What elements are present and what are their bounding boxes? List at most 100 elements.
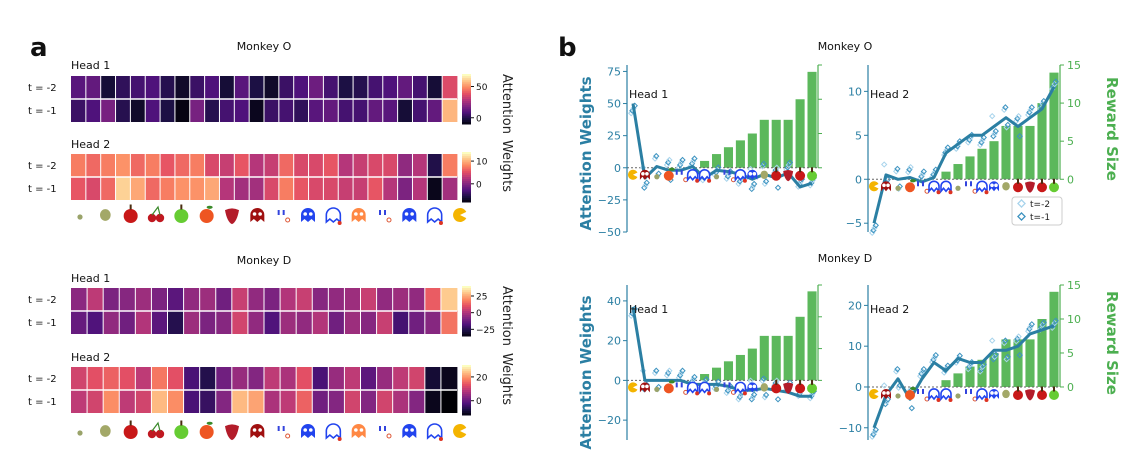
left-tick-label: 25 [607, 130, 621, 143]
green-apple-icon [811, 167, 814, 173]
heatmap-cell [135, 311, 152, 334]
heatmap-cell [145, 177, 161, 200]
colorbar-segment [462, 298, 471, 302]
scatter-point [1027, 106, 1034, 114]
scatter-point [760, 375, 767, 382]
apple-icon [1017, 178, 1019, 184]
colorbar-segment [462, 156, 471, 159]
scatter-point [774, 184, 782, 191]
peach-icon [668, 380, 675, 384]
apple-icon [1041, 386, 1043, 392]
left-tick-label: −50 [598, 226, 621, 239]
right-axis-title: Reward Size [1103, 77, 1121, 181]
colorbar-segment [462, 302, 471, 306]
blue-ghost-icon [301, 424, 315, 438]
scatter-point [691, 373, 698, 381]
heatmap-cell [424, 367, 442, 390]
heatmap-cell [442, 154, 458, 177]
heatmap-cell [392, 367, 410, 390]
heatmap-cell [204, 177, 220, 200]
panel-b-label: b [558, 33, 577, 63]
colorbar-segment [462, 379, 471, 383]
pellets-icon [386, 217, 392, 223]
scatter-point [1026, 109, 1033, 116]
pellets-icon [282, 426, 285, 431]
scatter-point [1027, 323, 1034, 330]
reward-bar [759, 119, 769, 168]
heatmap-cell [215, 311, 233, 334]
reward-bar [711, 154, 722, 168]
reward-bar [965, 156, 975, 180]
dark-ghost-icon [641, 384, 645, 389]
apple-icon [1017, 386, 1019, 392]
legend-marker-t1 [1017, 212, 1026, 221]
scatter-point [977, 368, 984, 375]
scatter-point [1052, 78, 1059, 85]
heatmap-cell [280, 288, 297, 311]
line-head-label: Head 2 [870, 303, 909, 316]
colorbar-segment [462, 179, 471, 182]
scatter-point [688, 160, 696, 167]
strawberry-icon [1025, 181, 1035, 193]
scatter-point [1039, 321, 1046, 329]
dark-ghost-icon [258, 428, 262, 432]
blue-ghost-outline-icon [337, 437, 342, 441]
pacman-icon [869, 388, 879, 399]
heatmap-cell [308, 154, 324, 177]
blue-ghost-icon [301, 208, 315, 222]
blue-ghost-outline-icon [976, 180, 988, 194]
scatter-point [663, 161, 671, 169]
scatter-point [627, 110, 635, 117]
scatter-point [1028, 104, 1035, 111]
scatter-point [653, 152, 660, 160]
scatter-point [1013, 337, 1020, 345]
colorbar-segment [462, 199, 471, 203]
scatter-point [1013, 117, 1020, 125]
scatter-point [678, 159, 685, 166]
heatmap-cell [440, 288, 458, 311]
scatter-point [747, 377, 754, 384]
heatmap-cell [264, 99, 280, 122]
colorbar-segment [462, 369, 471, 372]
heatmap-cell [189, 76, 206, 99]
heatmap-cell [71, 154, 87, 177]
heatmap-cell [71, 311, 88, 334]
colorbar-segment [462, 317, 471, 320]
heatmap-cell [408, 311, 426, 334]
heatmap-cell [367, 76, 384, 99]
legend: t=-2 t=-1 [1011, 196, 1063, 226]
dark-ghost-icon [258, 212, 262, 216]
blue-ghost-outline-icon [734, 169, 747, 182]
heatmap-cell [440, 311, 458, 334]
blue-ghost-icon [402, 208, 417, 222]
scatter-point [1015, 112, 1022, 120]
heatmap-cell [312, 288, 329, 311]
colorbar-segment [462, 158, 471, 161]
pellets-icon [282, 210, 285, 215]
apple-icon [771, 170, 782, 181]
heatmap-cell [328, 288, 345, 311]
heatmap-cell [382, 154, 399, 177]
heatmap-cell [392, 390, 410, 413]
scatter-point [895, 384, 902, 391]
heatmap-cell [234, 76, 250, 99]
bean-icon [760, 383, 769, 392]
peach-icon [905, 182, 915, 193]
blue-ghost-icon [990, 391, 994, 395]
heatmap-cell [293, 154, 309, 177]
apple-icon [129, 420, 132, 426]
colorbar-segment [462, 193, 471, 197]
right-tick-label: 0 [1067, 173, 1074, 186]
strawberry-icon [225, 424, 239, 441]
pellets-icon [917, 181, 919, 187]
colorbar-segment [462, 177, 471, 180]
scatter-point [870, 431, 877, 438]
pellets-icon [965, 181, 967, 187]
right-tick-label: 10 [1067, 313, 1081, 326]
scatter-point [678, 369, 685, 377]
colorbar-segment [462, 365, 471, 368]
heatmap-cell [231, 367, 249, 390]
heatmap-cell [344, 367, 361, 390]
scatter-point [881, 382, 888, 389]
reward-bar [1037, 103, 1047, 180]
